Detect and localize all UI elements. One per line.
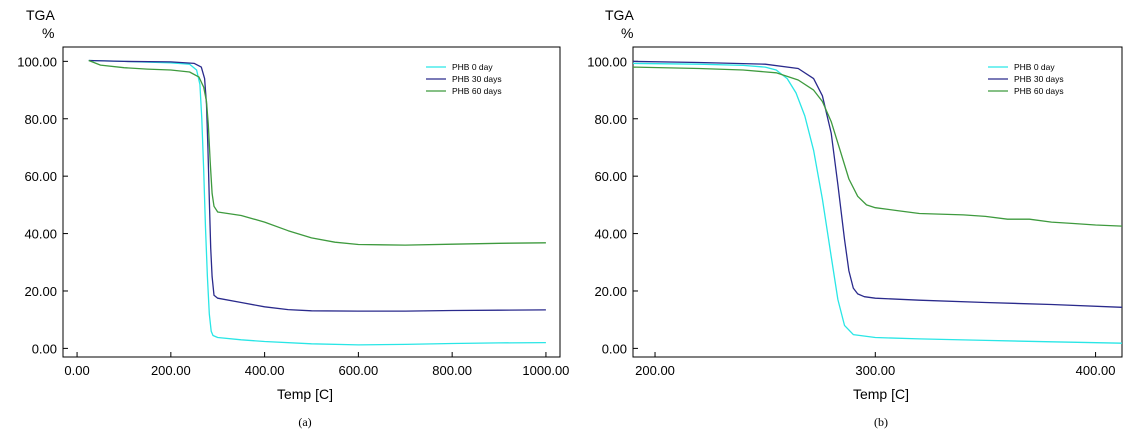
chart-a-xtick-label: 600.00: [339, 363, 379, 378]
chart-b-ytick-label: 60.00: [594, 169, 627, 184]
chart-b-ytick-label: 80.00: [594, 112, 627, 127]
chart-a-series: [88, 59, 546, 346]
chart-a-xtick-label: 1000.00: [522, 363, 569, 378]
chart-a-xlabel: Temp [C]: [277, 386, 333, 402]
chart-b-legend: PHB 0 day PHB 30 days PHB 60 days: [988, 62, 1064, 96]
chart-b-series-line-2: [633, 60, 1122, 308]
chart-panel-a: TGA % 0.00 20.00 40.00 60.00 80.00 100.00 0.0…: [17, 7, 569, 429]
chart-b-x-ticks: 200.00 300.00 400.00: [635, 352, 1115, 378]
chart-panel-b: TGA % 0.00 20.00 40.00 60.00 80.00 100.00 200…: [587, 7, 1123, 429]
chart-a-ytick-label: 20.00: [24, 284, 57, 299]
chart-a-xtick-label: 0.00: [64, 363, 89, 378]
chart-b-legend-label: PHB 60 days: [1014, 86, 1064, 96]
chart-a-y-ticks: 0.00 20.00 40.00 60.00 80.00 100.00: [17, 54, 68, 356]
chart-b-xtick-label: 400.00: [1076, 363, 1116, 378]
chart-b-ytick-label: 0.00: [602, 341, 627, 356]
chart-a-legend-label: PHB 0 day: [452, 62, 493, 72]
chart-a-ylabel-top: TGA: [26, 7, 55, 23]
chart-b-series-line-1: [633, 62, 1122, 344]
chart-b-xtick-label: 200.00: [635, 363, 675, 378]
chart-b-ytick-label: 40.00: [594, 227, 627, 242]
chart-b-legend-label: PHB 0 day: [1014, 62, 1055, 72]
chart-b-plot-area: [632, 46, 1123, 358]
chart-b-xlabel: Temp [C]: [853, 386, 909, 402]
chart-b-xtick-label: 300.00: [855, 363, 895, 378]
chart-a-ylabel-unit: %: [42, 25, 54, 41]
chart-a-series-line-1: [88, 59, 546, 346]
chart-a-ytick-label: 60.00: [24, 169, 57, 184]
chart-a-ytick-label: 0.00: [32, 341, 57, 356]
chart-a-legend-label: PHB 60 days: [452, 86, 502, 96]
chart-b-series-line-3: [633, 66, 1122, 227]
chart-b-ylabel-top: TGA: [605, 7, 634, 23]
chart-b-series: [633, 60, 1122, 344]
chart-b-caption: (b): [874, 415, 888, 429]
chart-b-ylabel-unit: %: [621, 25, 633, 41]
chart-a-series-line-3: [88, 59, 546, 246]
chart-b-y-ticks: 0.00 20.00 40.00 60.00 80.00 100.00: [587, 54, 638, 356]
chart-a-xtick-label: 200.00: [151, 363, 191, 378]
chart-b-ytick-label: 20.00: [594, 284, 627, 299]
chart-a-plot-area: [62, 46, 561, 358]
chart-a-xtick-label: 800.00: [432, 363, 472, 378]
chart-a-legend: PHB 0 day PHB 30 days PHB 60 days: [426, 62, 502, 96]
chart-a-legend-label: PHB 30 days: [452, 74, 502, 84]
chart-b-ytick-label: 100.00: [587, 54, 627, 69]
chart-a-xtick-label: 400.00: [245, 363, 285, 378]
chart-a-ytick-label: 100.00: [17, 54, 57, 69]
chart-a-ytick-label: 80.00: [24, 112, 57, 127]
chart-a-x-ticks: 0.00 200.00 400.00 600.00 800.00 1000.00: [64, 352, 569, 378]
chart-a-ytick-label: 40.00: [24, 227, 57, 242]
chart-a-caption: (a): [298, 415, 311, 429]
chart-a-series-line-2: [88, 59, 546, 312]
chart-b-legend-label: PHB 30 days: [1014, 74, 1064, 84]
